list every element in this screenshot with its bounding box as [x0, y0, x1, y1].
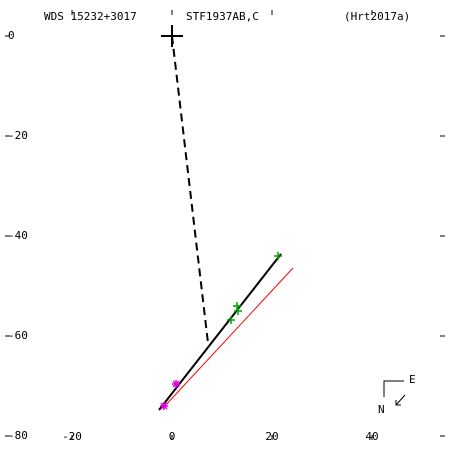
x-tick-label: 0 [169, 430, 176, 443]
reference: (Hrt2017a) [344, 10, 410, 23]
wds-id: WDS 15232+3017 [44, 10, 137, 23]
point [160, 402, 168, 410]
y-tick-label: 0 [8, 29, 15, 42]
y-tick-label: -20 [8, 129, 28, 142]
point [274, 252, 282, 260]
x-tick-label: -20 [62, 430, 82, 443]
compass-arrowhead [395, 400, 401, 406]
orbit-line [171, 35, 209, 344]
point [233, 302, 241, 310]
compass-arrow [395, 394, 406, 406]
compass-e: E [409, 373, 416, 386]
orbit-line [158, 253, 282, 411]
point [172, 380, 180, 388]
compass-n: N [378, 403, 385, 416]
y-tick-label: -80 [8, 429, 28, 442]
x-tick-label: 40 [365, 430, 378, 443]
point [227, 316, 235, 324]
marker-d2 [172, 380, 180, 388]
y-tick-label: -60 [8, 329, 28, 342]
x-tick-label: 20 [265, 430, 278, 443]
point [234, 307, 242, 315]
marker-d2 [160, 402, 168, 410]
orbit-line [162, 267, 294, 409]
y-tick-label: -40 [8, 229, 28, 242]
compass [383, 380, 406, 406]
title: STF1937AB,C [186, 10, 259, 23]
compass-frame [383, 380, 404, 397]
